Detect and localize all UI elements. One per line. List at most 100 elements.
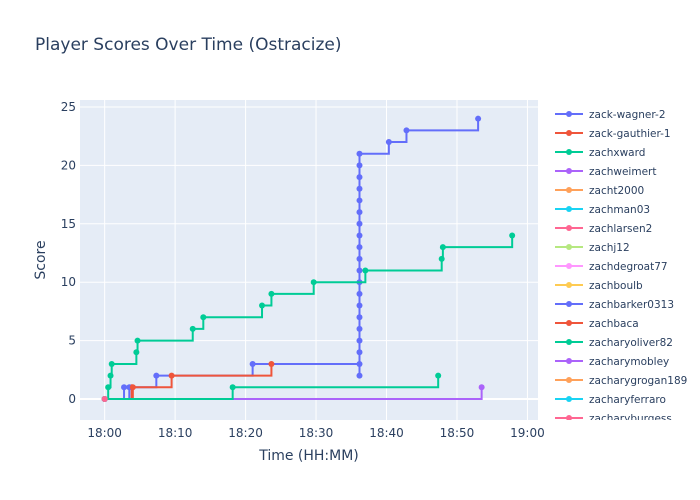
data-point <box>356 197 363 204</box>
y-tick-label: 25 <box>61 100 76 114</box>
x-tick-label: 18:30 <box>299 426 334 440</box>
legend-swatch-marker <box>566 111 572 117</box>
legend-swatch-marker <box>566 187 572 193</box>
x-tick-label: 19:00 <box>510 426 545 440</box>
legend-label: zacharygrogan189 <box>589 375 687 387</box>
data-point <box>153 372 160 379</box>
x-axis-title: Time (HH:MM) <box>258 448 359 464</box>
x-tick-label: 18:10 <box>158 426 193 440</box>
data-point <box>356 360 363 367</box>
legend-label: zachweimert <box>589 166 656 178</box>
legend-swatch-marker <box>566 415 572 420</box>
data-point <box>478 384 485 391</box>
legend-item[interactable]: zachboulb <box>555 280 643 292</box>
data-point <box>356 325 363 332</box>
legend-item[interactable]: zacht2000 <box>555 185 644 197</box>
legend-swatch-marker <box>566 130 572 136</box>
legend-item[interactable]: zacharyoliver82 <box>555 337 673 349</box>
data-point <box>356 267 363 274</box>
legend-item[interactable]: zacharyferraro <box>555 394 666 406</box>
data-point <box>435 372 442 379</box>
legend-swatch-marker <box>566 339 572 345</box>
legend-item[interactable]: zacharygrogan189 <box>555 375 687 387</box>
legend-swatch-marker <box>566 396 572 402</box>
data-point <box>356 185 363 192</box>
legend-item[interactable]: zachdegroat77 <box>555 261 668 273</box>
x-tick-label: 18:00 <box>87 426 122 440</box>
data-point <box>229 384 236 391</box>
data-point <box>356 244 363 251</box>
legend-swatch-marker <box>566 206 572 212</box>
legend-item[interactable]: zack-gauthier-1 <box>555 128 671 140</box>
data-point <box>356 290 363 297</box>
legend-label: zachbaca <box>589 318 639 330</box>
legend-item[interactable]: zachbarker0313 <box>555 299 674 311</box>
data-point <box>475 115 482 122</box>
y-tick-label: 0 <box>68 392 76 406</box>
data-point <box>356 220 363 227</box>
legend-label: zachlarsen2 <box>589 223 652 235</box>
data-point <box>403 127 410 134</box>
data-point <box>356 349 363 356</box>
data-point <box>385 139 392 146</box>
data-point <box>101 395 108 402</box>
legend-swatch-marker <box>566 320 572 326</box>
legend-item[interactable]: zachweimert <box>555 166 656 178</box>
legend-item[interactable]: zacharyburgess <box>555 413 672 425</box>
y-axis-title: Score <box>33 240 49 279</box>
legend-label: zachj12 <box>589 242 630 254</box>
legend-label: zacharymobley <box>589 356 669 368</box>
legend-swatch-marker <box>566 282 572 288</box>
data-point <box>189 325 196 332</box>
data-point <box>200 314 207 321</box>
legend-label: zachboulb <box>589 280 643 292</box>
x-tick-label: 18:50 <box>440 426 475 440</box>
legend-item[interactable]: zachxward <box>555 147 645 159</box>
legend-item[interactable]: zachbaca <box>555 318 639 330</box>
legend-label: zack-wagner-2 <box>589 109 666 121</box>
data-point <box>356 337 363 344</box>
data-point <box>108 360 115 367</box>
y-tick-label: 10 <box>61 275 76 289</box>
data-point <box>356 150 363 157</box>
data-point <box>249 360 256 367</box>
grid-lines <box>80 100 538 420</box>
legend-swatch-marker <box>566 168 572 174</box>
data-point <box>438 255 445 262</box>
legend-swatch-marker <box>566 377 572 383</box>
legend[interactable]: zack-wagner-2 zack-gauthier-1 zachxward zac… <box>555 109 687 425</box>
data-point <box>168 372 175 379</box>
legend-label: zack-gauthier-1 <box>589 128 671 140</box>
legend-label: zachxward <box>589 147 645 159</box>
y-tick-label: 20 <box>61 158 76 172</box>
data-point <box>439 244 446 251</box>
legend-item[interactable]: zachman03 <box>555 204 650 216</box>
legend-swatch-marker <box>566 149 572 155</box>
legend-item[interactable]: zachlarsen2 <box>555 223 652 235</box>
x-tick-label: 18:20 <box>228 426 263 440</box>
series-zack-wagner-2 <box>101 115 482 402</box>
data-point <box>268 290 275 297</box>
legend-swatch-marker <box>566 301 572 307</box>
data-point <box>105 384 112 391</box>
legend-item[interactable]: zacharymobley <box>555 356 669 368</box>
data-point <box>362 267 369 274</box>
legend-swatch-marker <box>566 263 572 269</box>
data-point <box>356 232 363 239</box>
legend-item[interactable]: zachj12 <box>555 242 630 254</box>
legend-swatch-marker <box>566 358 572 364</box>
data-point <box>129 384 136 391</box>
x-tick-label: 18:40 <box>369 426 404 440</box>
legend-swatch-marker <box>566 225 572 231</box>
legend-item[interactable]: zack-wagner-2 <box>555 109 666 121</box>
data-point <box>356 209 363 216</box>
data-point <box>134 337 141 344</box>
data-point <box>310 279 317 286</box>
data-point <box>259 302 266 309</box>
plot-area <box>80 100 538 420</box>
data-point <box>356 372 363 379</box>
legend-label: zacharyferraro <box>589 394 666 406</box>
data-point <box>356 314 363 321</box>
data-point <box>356 162 363 169</box>
